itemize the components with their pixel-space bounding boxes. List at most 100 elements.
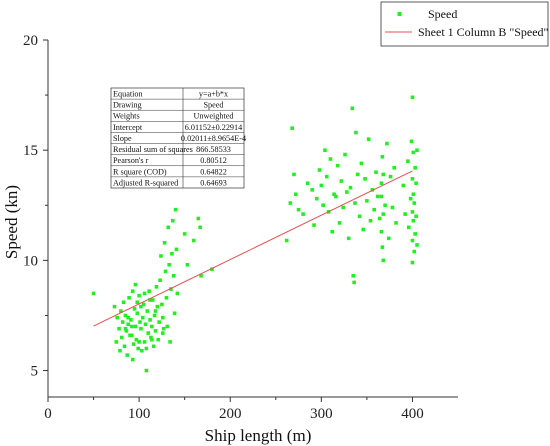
legend-entry-speed: Speed — [428, 7, 457, 21]
data-point — [172, 311, 177, 316]
data-point — [314, 196, 319, 201]
data-point — [319, 183, 324, 188]
data-point — [381, 212, 386, 216]
legend-entry-fit-line: Sheet 1 Column B "Speed" — [418, 25, 549, 39]
data-point — [124, 329, 129, 333]
data-point — [413, 166, 417, 170]
data-point — [161, 315, 165, 320]
data-point — [121, 300, 126, 305]
data-point — [359, 161, 364, 166]
x-tick-label: 300 — [310, 406, 333, 422]
data-point — [337, 221, 342, 225]
data-point — [173, 207, 178, 212]
y-tick-label: 15 — [23, 143, 38, 159]
data-point — [137, 293, 141, 298]
data-point — [159, 254, 163, 258]
data-point — [145, 309, 150, 313]
data-point — [135, 300, 140, 305]
stats-label: Adjusted R-squared — [113, 178, 178, 187]
data-point — [174, 247, 179, 252]
stats-value: y=a+b*x — [199, 90, 228, 99]
data-point — [290, 126, 294, 130]
data-point — [143, 322, 148, 327]
stats-value: 6.01152±0.22914 — [185, 123, 242, 132]
data-point — [171, 218, 175, 223]
data-point — [130, 333, 134, 338]
data-point — [353, 201, 357, 205]
data-point — [120, 320, 125, 324]
data-point — [185, 262, 190, 267]
stats-value: 0.64693 — [200, 178, 227, 187]
data-point — [115, 315, 120, 320]
data-point — [410, 177, 415, 181]
data-point — [284, 238, 289, 243]
data-point — [317, 168, 322, 172]
data-point — [305, 181, 310, 186]
data-point — [414, 214, 418, 219]
data-point — [135, 311, 140, 316]
data-point — [147, 289, 151, 294]
data-point — [196, 216, 201, 221]
data-point — [415, 148, 419, 152]
data-point — [153, 309, 158, 313]
speed-points — [91, 95, 419, 373]
data-point — [411, 218, 416, 223]
data-point — [182, 232, 187, 236]
data-point — [339, 179, 344, 183]
data-point — [156, 337, 161, 342]
data-point — [409, 139, 414, 144]
data-point — [130, 357, 135, 362]
data-point — [363, 177, 367, 181]
y-tick-label: 5 — [31, 364, 39, 380]
data-point — [119, 309, 123, 313]
stats-label: Drawing — [113, 101, 142, 110]
data-point — [413, 232, 417, 236]
data-point — [401, 183, 406, 188]
data-point — [131, 342, 136, 346]
data-point — [165, 324, 170, 329]
y-ticks: 5 10 15 20 — [23, 33, 48, 380]
data-point — [154, 285, 159, 289]
data-point — [332, 192, 336, 197]
data-point — [385, 141, 389, 146]
data-point — [294, 192, 298, 197]
stats-label: Intercept — [113, 123, 143, 132]
data-point — [321, 203, 325, 208]
data-point — [328, 157, 333, 161]
x-tick-label: 200 — [219, 406, 242, 422]
data-point — [376, 194, 380, 199]
data-point — [414, 181, 418, 186]
data-point — [403, 212, 407, 216]
data-point — [132, 307, 137, 311]
data-point — [114, 340, 119, 344]
data-point — [199, 273, 203, 278]
stats-value: 0.64822 — [200, 167, 227, 176]
data-point — [323, 148, 327, 152]
stats-table-border — [110, 87, 245, 189]
data-point — [408, 196, 413, 201]
legend-box — [380, 1, 549, 47]
data-point — [296, 207, 301, 212]
data-point — [381, 172, 386, 177]
data-point — [406, 159, 410, 164]
data-point — [161, 326, 166, 331]
data-point — [160, 302, 164, 307]
data-point — [379, 181, 384, 186]
x-tick-label: 0 — [44, 406, 52, 422]
data-point — [171, 273, 176, 278]
data-point — [388, 174, 393, 179]
data-point — [136, 346, 140, 351]
data-point — [141, 302, 146, 307]
data-point — [122, 344, 127, 349]
data-point — [355, 172, 360, 177]
legend: Speed Sheet 1 Column B "Speed" — [380, 1, 549, 47]
data-point — [210, 267, 214, 271]
data-point — [410, 260, 415, 265]
data-point — [330, 229, 335, 234]
data-point — [138, 320, 142, 324]
data-point — [125, 353, 130, 357]
regression-line — [93, 170, 413, 327]
regression-line-group — [93, 170, 413, 327]
stats-label: Residual sum of squares — [113, 145, 193, 154]
data-point — [365, 199, 369, 203]
